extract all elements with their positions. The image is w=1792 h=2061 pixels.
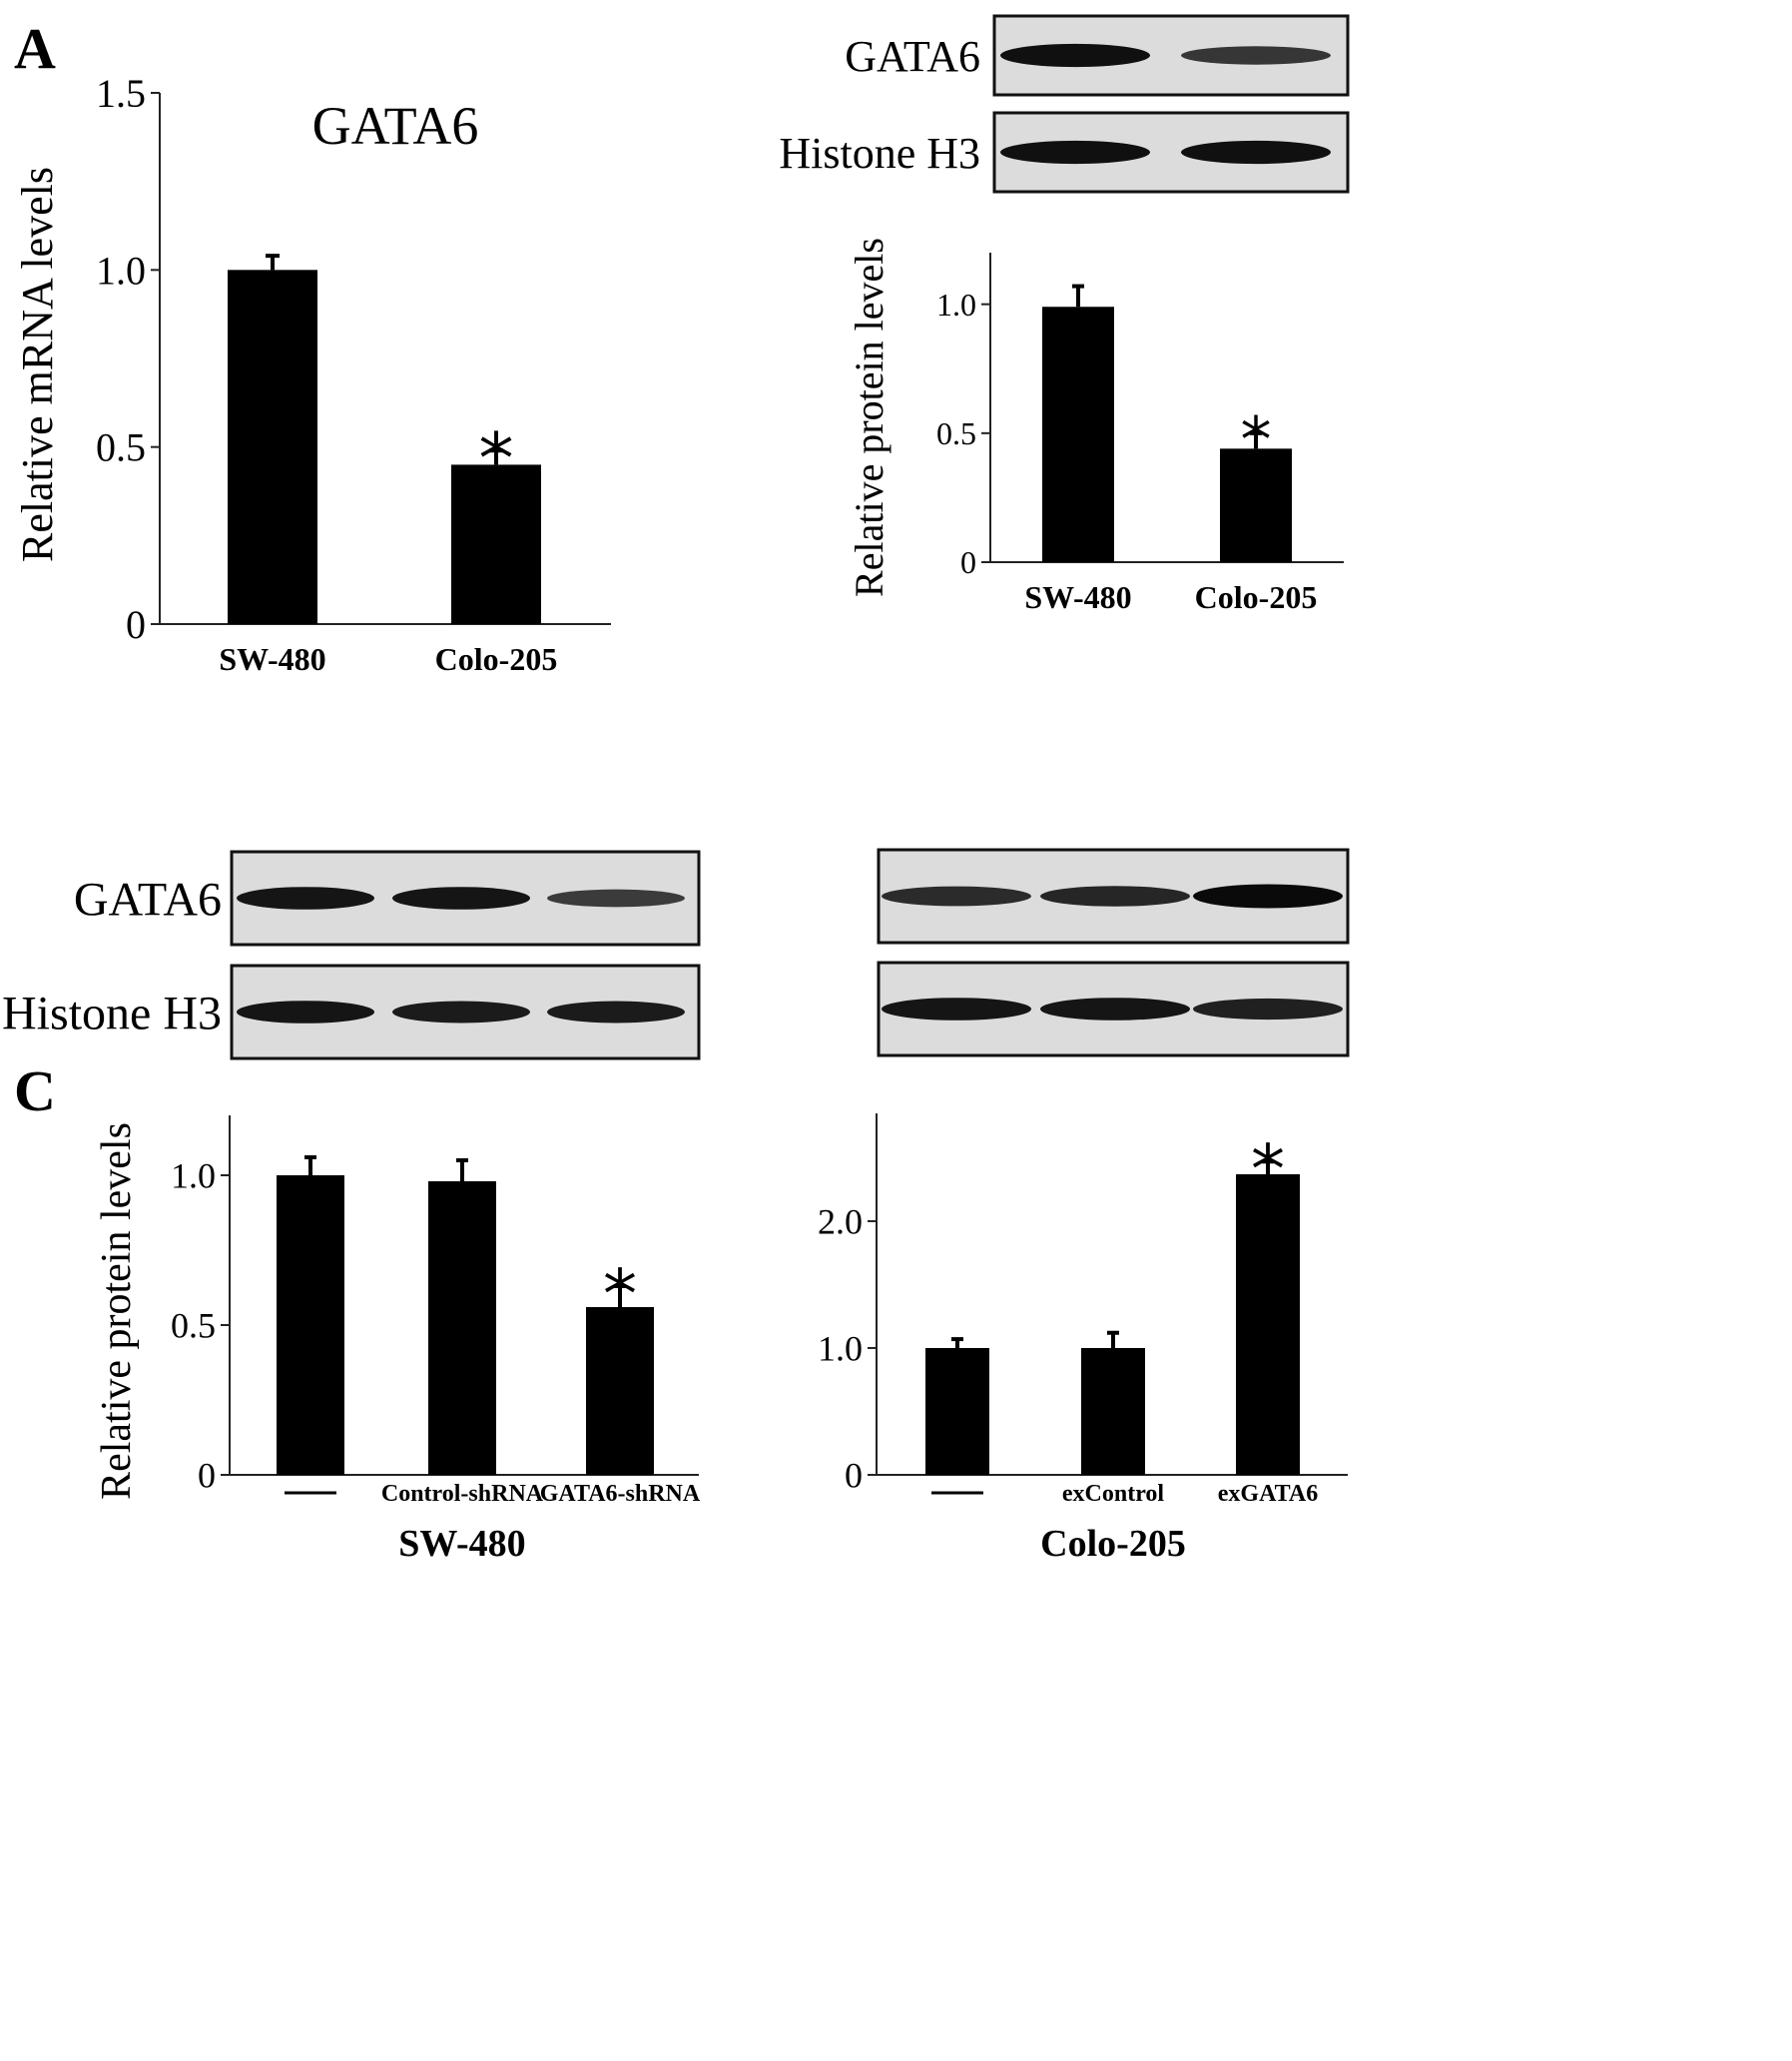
blot-row-label: Histone H3	[2, 987, 222, 1039]
category-label: exControl	[1062, 1481, 1165, 1507]
blot-band	[392, 887, 530, 910]
blot-band	[1000, 140, 1150, 165]
y-axis-label: Relative protein levels	[847, 238, 892, 597]
bar	[228, 270, 317, 624]
y-axis-label: Relative mRNA levels	[13, 167, 62, 562]
y-tick-label: 0	[960, 544, 976, 580]
western-blot-c-right	[877, 848, 1350, 1057]
chart-title: GATA6	[312, 96, 479, 156]
bar	[1081, 1347, 1145, 1475]
y-tick-label: 0.5	[936, 415, 976, 451]
y-tick-label: 1.0	[936, 287, 976, 323]
bar	[451, 464, 541, 624]
bar	[1042, 307, 1114, 562]
blot-band	[237, 887, 374, 910]
blot-band	[882, 998, 1031, 1021]
blot-band	[1193, 884, 1343, 909]
y-tick-label: 1.0	[818, 1329, 863, 1369]
y-axis-label: Relative protein levels	[94, 1122, 140, 1500]
y-tick-label: 0	[126, 602, 146, 647]
y-tick-label: 1.0	[171, 1156, 216, 1196]
y-tick-label: 0	[198, 1456, 216, 1496]
panel-letter-a: A	[14, 16, 56, 81]
significance-marker: *	[603, 1255, 637, 1334]
category-label: Colo-205	[435, 641, 558, 677]
bar	[925, 1347, 989, 1475]
y-tick-label: 2.0	[818, 1202, 863, 1242]
y-tick-label: 0.5	[96, 425, 146, 470]
blot-band	[1181, 46, 1331, 65]
group-label: Colo-205	[1040, 1523, 1186, 1565]
bar	[1220, 448, 1292, 562]
western-blot-c-left: GATA6 Histone H3	[2, 850, 701, 1060]
blot-band	[1040, 886, 1190, 907]
y-tick-label: 1.5	[96, 71, 146, 116]
significance-marker: *	[1241, 403, 1272, 476]
bar	[277, 1175, 344, 1475]
blot-row-label: GATA6	[845, 32, 980, 81]
blot-band	[1181, 140, 1331, 165]
y-tick-label: 0	[845, 1456, 863, 1496]
y-tick-label: 0.5	[171, 1306, 216, 1346]
significance-marker: *	[1251, 1131, 1285, 1210]
category-label: exGATA6	[1218, 1481, 1318, 1507]
blot-band	[392, 1001, 530, 1024]
blot-band	[882, 886, 1031, 907]
significance-marker: *	[479, 418, 514, 500]
group-label: SW-480	[398, 1523, 525, 1565]
chart-a: 0 0.5 1.0 1.5 Relative mRNA levels GATA6 SW-48…	[13, 71, 611, 677]
category-label: SW-480	[1024, 579, 1131, 615]
blot-row-label: Histone H3	[779, 129, 980, 178]
category-label: Control-shRNA	[381, 1481, 544, 1507]
western-blot-b: GATA6 Histone H3	[779, 14, 1350, 194]
blot-band	[547, 889, 685, 908]
bar	[1236, 1173, 1300, 1475]
category-label: GATA6-shRNA	[540, 1481, 701, 1507]
bar	[586, 1307, 654, 1475]
panel-letter-c: C	[14, 1058, 56, 1123]
chart-b: 0 0.5 1.0 Relative protein levels SW-480 * Col…	[847, 238, 1344, 615]
blot-band	[1000, 43, 1150, 68]
blot-band	[1040, 998, 1190, 1021]
blot-band	[1193, 998, 1343, 1021]
bar	[428, 1181, 496, 1475]
blot-band	[237, 1001, 374, 1024]
blot-band	[547, 1001, 685, 1024]
category-label: SW-480	[219, 641, 325, 677]
blot-row-label: GATA6	[74, 873, 222, 926]
y-tick-label: 1.0	[96, 248, 146, 293]
category-label: Colo-205	[1195, 579, 1318, 615]
